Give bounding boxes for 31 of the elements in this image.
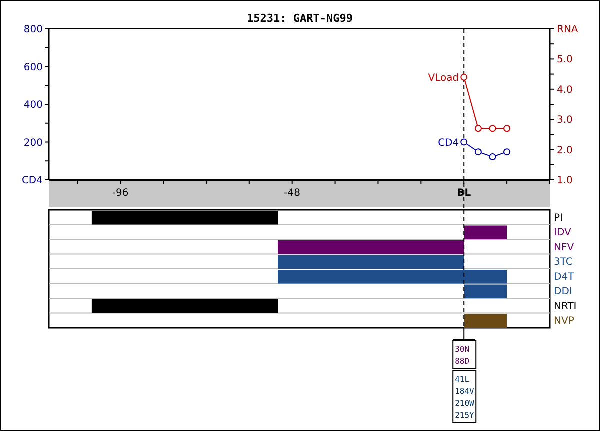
y2-tick-label: 3.0 xyxy=(557,115,573,126)
y2-tick-label: 2.0 xyxy=(557,145,573,156)
y2-tick-label: 5.0 xyxy=(557,54,573,66)
y-tick-label: 600 xyxy=(24,62,43,74)
y2-tick-label: RNA xyxy=(557,24,578,36)
x-tick-label: BL xyxy=(457,188,472,199)
y-tick-label: PI xyxy=(554,212,563,224)
y2-tick-label: 4.0 xyxy=(557,84,573,96)
series-label: CD4 xyxy=(438,138,460,149)
y-tick-label: D4T xyxy=(554,272,576,283)
point xyxy=(489,153,496,160)
y-tick-label: NFV xyxy=(554,242,574,254)
text: 41L 184V 210W 215Y xyxy=(455,375,475,420)
text: 30N 88D xyxy=(455,345,470,366)
y-tick-label: NRTI xyxy=(554,301,577,312)
point xyxy=(460,138,468,146)
y-tick-label: 800 xyxy=(24,24,43,36)
point xyxy=(474,148,482,156)
y-tick-label: 3TC xyxy=(554,257,573,268)
y2-tick-label: 1.0 xyxy=(557,176,573,186)
x-tick-label: -48 xyxy=(284,188,301,199)
y-tick-label: 400 xyxy=(24,100,43,111)
series-label: VLoad xyxy=(428,72,460,84)
y-tick-label: CD4 xyxy=(22,176,43,186)
y-tick-label: NVP xyxy=(554,316,574,328)
y-tick-label: 200 xyxy=(24,138,43,149)
chart-title: 15231: GART-NG99 xyxy=(247,12,353,25)
y-tick-label: IDV xyxy=(554,228,572,239)
y-tick-label: DDI xyxy=(554,286,572,298)
x-tick-label: -96 xyxy=(112,188,129,199)
point xyxy=(504,148,511,156)
